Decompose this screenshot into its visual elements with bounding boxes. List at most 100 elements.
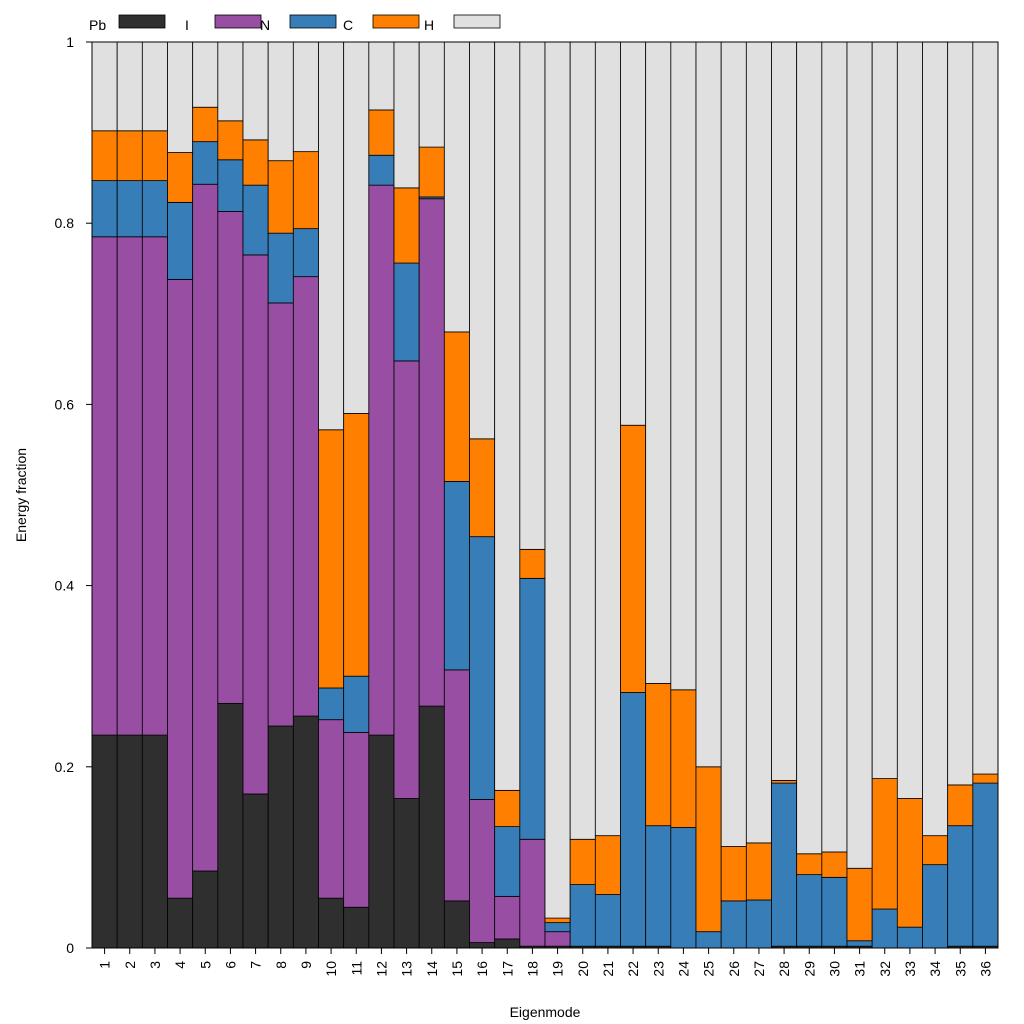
- bar-c-34: [922, 835, 949, 866]
- x-tick-label: 26: [726, 961, 742, 977]
- bar-c-19: [544, 917, 571, 924]
- bar-i-15: [443, 669, 470, 902]
- x-tick-label: 17: [499, 961, 515, 977]
- bar-h-31: [846, 41, 873, 869]
- bar-c-26: [720, 846, 747, 902]
- bar-pb-1: [91, 734, 118, 949]
- bar-i-5: [192, 183, 219, 872]
- bar-n-32: [871, 908, 898, 949]
- y-tick-label: 1: [66, 34, 74, 50]
- bar-n-27: [745, 899, 772, 949]
- bar-i-9: [292, 276, 319, 717]
- bars-layer: [91, 41, 999, 949]
- bar-h-22: [620, 41, 647, 426]
- bar-i-14: [418, 198, 445, 707]
- x-tick-label: 7: [248, 961, 264, 969]
- y-tick-label: 0: [66, 940, 74, 956]
- x-tick-label: 10: [323, 961, 339, 977]
- bar-h-20: [569, 41, 596, 840]
- x-tick-label: 27: [751, 961, 767, 977]
- x-tick-label: 16: [474, 961, 490, 977]
- bar-h-13: [393, 41, 420, 189]
- bar-h-28: [771, 41, 798, 781]
- bar-pb-13: [393, 798, 420, 949]
- bar-c-10: [318, 429, 345, 689]
- bar-h-11: [343, 41, 370, 414]
- bar-i-16: [469, 799, 496, 943]
- bar-n-17: [494, 826, 521, 897]
- bar-n-19: [544, 922, 571, 933]
- y-tick-label: 0.6: [55, 396, 75, 412]
- bar-c-24: [670, 689, 697, 828]
- bar-c-7: [242, 139, 269, 186]
- bar-c-16: [469, 438, 496, 538]
- bar-pb-5: [192, 870, 219, 949]
- x-tick-label: 21: [600, 961, 616, 977]
- bar-c-27: [745, 842, 772, 901]
- x-tick-label: 20: [575, 961, 591, 977]
- bar-c-5: [192, 106, 219, 143]
- bar-n-3: [141, 180, 168, 238]
- x-tick-label: 13: [399, 961, 415, 977]
- bar-i-2: [116, 236, 143, 736]
- bar-n-18: [519, 577, 546, 840]
- y-tick-label: 0.2: [55, 759, 75, 775]
- y-axis-label: Energy fraction: [13, 448, 29, 542]
- x-tick-label: 11: [348, 961, 364, 976]
- x-tick-label: 29: [801, 961, 817, 977]
- bar-c-1: [91, 130, 118, 182]
- y-tick-label: 0.8: [55, 215, 75, 231]
- bar-n-29: [796, 874, 823, 947]
- bar-n-6: [217, 159, 244, 212]
- x-tick-label: 33: [902, 961, 918, 977]
- bar-n-7: [242, 184, 269, 256]
- bar-h-19: [544, 41, 571, 919]
- bar-c-14: [418, 146, 445, 198]
- bar-c-3: [141, 130, 168, 182]
- bar-c-30: [821, 851, 848, 878]
- bar-pb-11: [343, 906, 370, 949]
- legend-swatch-h: [453, 14, 501, 29]
- x-axis-label: Eigenmode: [510, 1004, 581, 1020]
- bar-h-8: [267, 41, 294, 162]
- bar-h-23: [645, 41, 672, 684]
- bar-i-1: [91, 236, 118, 736]
- bar-h-2: [116, 41, 143, 132]
- bar-h-34: [922, 41, 949, 837]
- bar-i-17: [494, 895, 521, 940]
- bar-h-24: [670, 41, 697, 691]
- x-tick-label: 4: [172, 961, 188, 969]
- bar-h-29: [796, 41, 823, 855]
- bar-c-2: [116, 130, 143, 182]
- bar-n-33: [896, 926, 923, 949]
- x-tick-label: 34: [927, 961, 943, 977]
- bar-c-8: [267, 160, 294, 234]
- bar-pb-17: [494, 938, 521, 949]
- bar-c-32: [871, 778, 898, 910]
- bar-pb-3: [141, 734, 168, 949]
- x-tick-label: 6: [222, 961, 238, 969]
- x-tick-label: 3: [147, 961, 163, 969]
- bar-h-18: [519, 41, 546, 550]
- bar-i-11: [343, 731, 370, 908]
- bar-i-6: [217, 211, 244, 704]
- x-tick-label: 23: [650, 961, 666, 977]
- x-tick-label: 18: [524, 961, 540, 977]
- bar-n-9: [292, 228, 319, 278]
- bar-h-35: [947, 41, 974, 786]
- bar-i-19: [544, 931, 571, 947]
- bar-pb-8: [267, 725, 294, 949]
- bar-h-1: [91, 41, 118, 132]
- bar-pb-10: [318, 897, 345, 949]
- x-tick-label: 5: [197, 961, 213, 969]
- x-axis: 1 2 3 4 5 6 7 8 9 10 11 12 13 14 15 16 17 18 19 20 21 22 23 24 2…: [97, 948, 993, 977]
- bar-pb-12: [368, 734, 395, 949]
- bar-h-10: [318, 41, 345, 431]
- legend-label-h: H: [424, 17, 434, 33]
- bar-i-8: [267, 302, 294, 727]
- legend: Pb I N C H: [89, 14, 501, 33]
- bar-i-18: [519, 838, 546, 947]
- bar-c-23: [645, 683, 672, 827]
- bar-c-20: [569, 838, 596, 885]
- legend-label-n: N: [260, 17, 270, 33]
